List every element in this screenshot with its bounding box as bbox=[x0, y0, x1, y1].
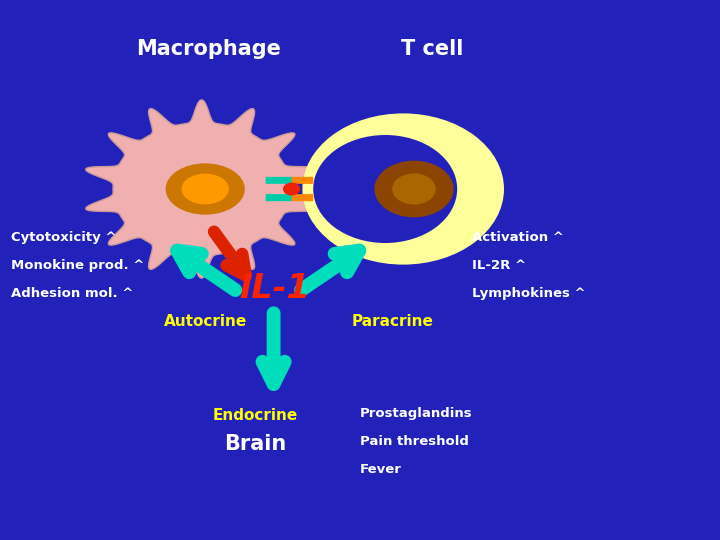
Text: Macrophage: Macrophage bbox=[136, 38, 282, 59]
Text: IL-2R ^: IL-2R ^ bbox=[472, 259, 526, 272]
Text: Prostaglandins: Prostaglandins bbox=[360, 407, 472, 420]
Text: Monokine prod. ^: Monokine prod. ^ bbox=[11, 259, 144, 272]
Text: Paracrine: Paracrine bbox=[351, 314, 433, 329]
Text: Fever: Fever bbox=[360, 463, 402, 476]
Text: Endocrine: Endocrine bbox=[213, 408, 298, 423]
FancyBboxPatch shape bbox=[292, 177, 313, 184]
Ellipse shape bbox=[181, 174, 229, 204]
Circle shape bbox=[313, 135, 457, 243]
Text: T cell: T cell bbox=[401, 38, 463, 59]
Text: Pain threshold: Pain threshold bbox=[360, 435, 469, 448]
Circle shape bbox=[302, 113, 504, 265]
Text: Autocrine: Autocrine bbox=[163, 314, 247, 329]
Circle shape bbox=[283, 183, 300, 195]
Text: Activation ^: Activation ^ bbox=[472, 231, 564, 244]
FancyBboxPatch shape bbox=[266, 177, 292, 184]
Ellipse shape bbox=[392, 173, 436, 205]
Polygon shape bbox=[86, 100, 318, 278]
Text: Brain: Brain bbox=[225, 434, 287, 454]
FancyBboxPatch shape bbox=[266, 194, 292, 201]
Ellipse shape bbox=[166, 163, 245, 214]
FancyBboxPatch shape bbox=[292, 194, 313, 201]
Text: IL-1: IL-1 bbox=[240, 272, 310, 306]
Text: Cytotoxicity ^: Cytotoxicity ^ bbox=[11, 231, 117, 244]
Text: Lymphokines ^: Lymphokines ^ bbox=[472, 287, 585, 300]
Ellipse shape bbox=[374, 160, 454, 217]
Text: Adhesion mol. ^: Adhesion mol. ^ bbox=[11, 287, 133, 300]
